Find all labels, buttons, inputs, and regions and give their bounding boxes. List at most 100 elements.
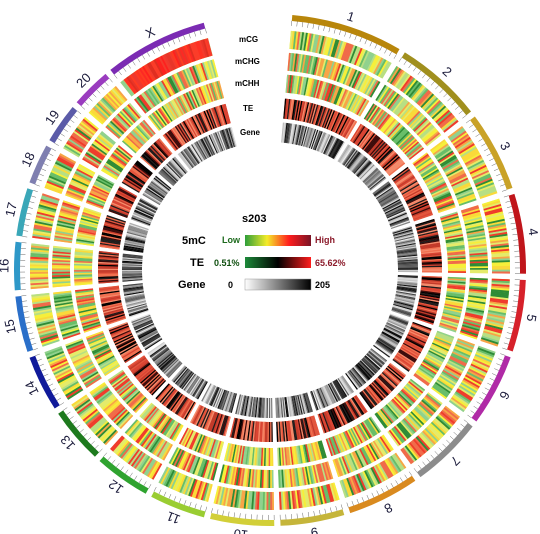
heat-cell (375, 185, 393, 199)
chromosome-band (151, 491, 206, 518)
heat-cell (123, 107, 137, 122)
heat-cell (313, 79, 320, 98)
heat-cell (57, 156, 75, 167)
heat-cell (383, 201, 402, 212)
heat-cell (30, 247, 50, 251)
heat-cell (187, 118, 199, 137)
heat-cell (152, 412, 165, 428)
heat-cell (405, 415, 420, 431)
heat-cell (412, 409, 427, 423)
heat-cell (396, 287, 417, 292)
heat-cell (395, 238, 415, 244)
heat-cell (334, 40, 342, 59)
axis-tick (205, 28, 207, 34)
heat-cell (347, 68, 356, 87)
heat-cell (113, 197, 133, 207)
heat-cell (184, 68, 193, 87)
chromosome-5: 5 (502, 279, 540, 352)
heat-cell (466, 158, 484, 169)
heat-cell (319, 387, 329, 407)
heat-cell (174, 156, 188, 173)
heat-cell (126, 173, 145, 186)
heat-cell (174, 449, 185, 467)
heat-cell (240, 445, 245, 465)
heat-cell (214, 440, 222, 459)
heat-cell (377, 188, 395, 201)
heat-cell (104, 310, 124, 318)
heat-cell (434, 337, 452, 346)
heat-cell (111, 374, 127, 387)
heat-cell (392, 453, 405, 470)
axis-tick (216, 509, 219, 515)
heat-cell (143, 191, 162, 204)
track-label-mcg: mCG (239, 35, 258, 44)
heat-cell (209, 412, 219, 432)
heat-cell (480, 337, 499, 345)
heat-cell (218, 464, 225, 483)
chromosome-17: 17 (2, 188, 38, 238)
heat-cell (318, 486, 325, 505)
heat-cell (129, 308, 149, 317)
heat-cell (92, 386, 109, 399)
heat-cell (333, 435, 342, 454)
heat-cell (105, 313, 125, 322)
heat-cell (447, 278, 466, 281)
heat-cell (152, 179, 169, 193)
axis-tick (330, 507, 332, 513)
heat-cell (224, 416, 231, 437)
heat-cell (403, 386, 419, 400)
heat-cell (118, 341, 137, 353)
heat-cell (372, 440, 384, 458)
heat-cell (123, 248, 144, 253)
heat-cell (454, 345, 472, 355)
heat-cell (476, 182, 495, 191)
heat-cell (141, 371, 158, 386)
heat-cell (437, 377, 454, 390)
heat-cell (420, 363, 437, 375)
heat-cell (123, 286, 144, 291)
heat-cell (366, 137, 381, 154)
heat-cell (163, 359, 179, 374)
heat-cell (477, 347, 495, 356)
heat-cell (432, 106, 448, 121)
heat-cell (147, 435, 160, 452)
heat-cell (363, 169, 380, 184)
heat-cell (110, 326, 130, 336)
heat-cell (77, 165, 95, 176)
heat-cell (360, 359, 376, 375)
axis-tick (53, 393, 59, 396)
heat-cell (148, 184, 166, 197)
heat-cell (420, 165, 437, 177)
heat-cell (184, 477, 193, 495)
heat-cell (468, 242, 487, 247)
heat-cell (286, 420, 291, 441)
heat-cell (410, 326, 430, 336)
heat-cell (86, 198, 105, 207)
heat-cell (90, 189, 108, 199)
heat-cell (168, 392, 181, 410)
heat-cell (140, 156, 157, 171)
heat-cell (440, 411, 456, 425)
heat-cell (124, 243, 145, 248)
heat-cell (297, 419, 303, 440)
heat-cell (287, 447, 291, 466)
axis-tick (41, 168, 47, 171)
heat-cell (167, 162, 182, 179)
heat-cell (305, 444, 311, 463)
heat-cell (392, 397, 407, 412)
axis-tick (503, 342, 509, 345)
heat-cell (400, 136, 416, 151)
heat-cell (393, 302, 414, 310)
heat-cell (490, 289, 510, 293)
heat-cell (446, 293, 465, 298)
chromosome-label: 14 (22, 378, 42, 398)
heat-cell (380, 195, 399, 207)
heat-cell (243, 490, 248, 509)
heat-cell (363, 389, 377, 406)
heat-cell (131, 424, 145, 440)
legend-te-label: TE (190, 257, 204, 269)
heat-cell (245, 396, 250, 417)
heat-cell (74, 251, 93, 255)
heat-cell (163, 468, 174, 487)
heat-cell (312, 56, 319, 75)
